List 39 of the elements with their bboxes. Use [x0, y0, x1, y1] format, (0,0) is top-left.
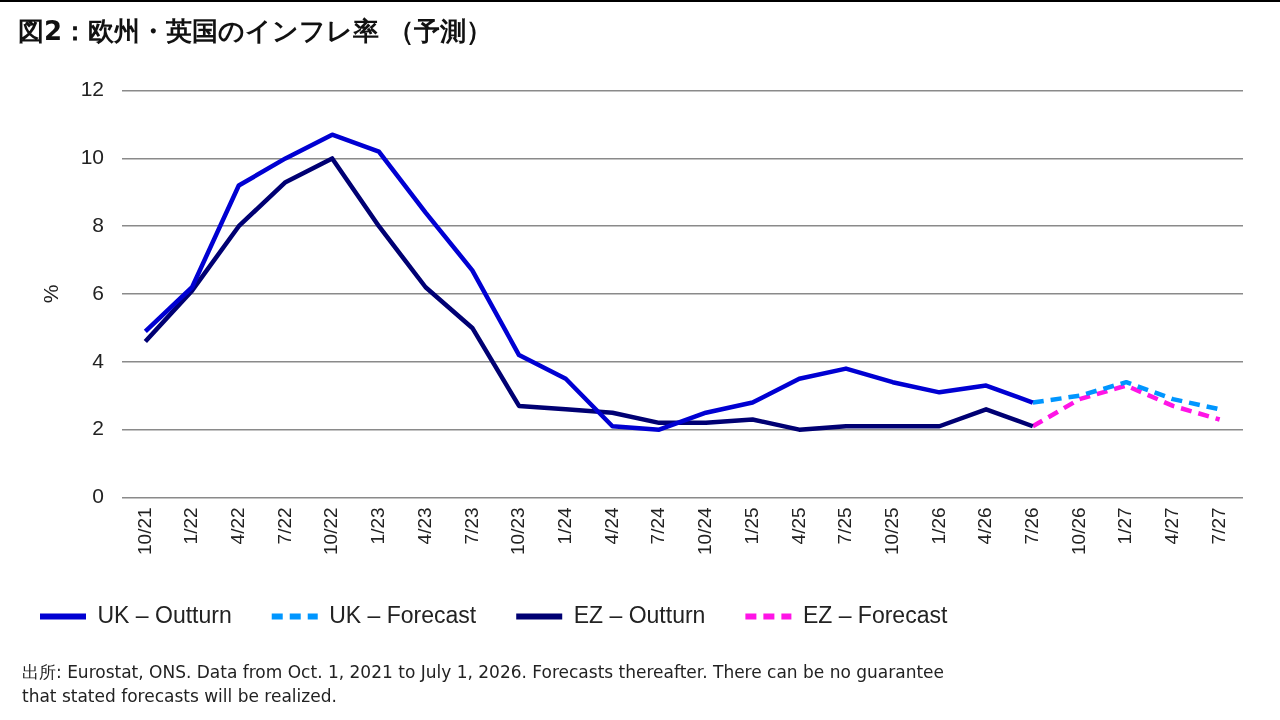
x-tick-label: 7/24	[647, 507, 669, 545]
x-tick-label: 10/26	[1067, 507, 1089, 555]
y-tick-label: 2	[92, 416, 104, 440]
legend-label: EZ – Outturn	[573, 601, 706, 628]
legend-label: UK – Forecast	[329, 601, 477, 628]
x-tick-label: 7/27	[1207, 507, 1229, 545]
x-tick-label: 7/23	[460, 507, 482, 545]
y-tick-label: 0	[92, 484, 104, 508]
x-tick-label: 1/22	[180, 507, 202, 545]
legend-label: EZ – Forecast	[802, 601, 948, 628]
x-tick-label: 1/23	[367, 507, 389, 545]
x-tick-label: 4/27	[1161, 507, 1183, 545]
line-series	[1030, 383, 1222, 429]
y-tick-label: 4	[92, 348, 105, 372]
x-tick-label: 1/24	[553, 507, 575, 545]
x-tick-label: 10/24	[694, 507, 716, 555]
x-tick-label: 7/25	[834, 507, 856, 545]
y-tick-label: 10	[80, 145, 104, 169]
x-tick-label: 10/22	[320, 507, 342, 555]
x-tick-label: 10/23	[507, 507, 529, 555]
x-tick-label: 10/21	[133, 507, 155, 555]
y-tick-label: 8	[92, 213, 104, 237]
chart-title: 図2：欧州・英国のインフレ率 （予測）	[18, 15, 493, 48]
y-axis-title: %	[39, 284, 63, 304]
x-tick-label: 4/22	[227, 507, 249, 545]
x-tick-label: 1/26	[927, 507, 949, 545]
legend-label: UK – Outturn	[97, 601, 232, 628]
x-tick-label: 4/23	[413, 507, 435, 545]
x-tick-label: 4/24	[600, 507, 622, 545]
y-tick-label: 6	[92, 280, 104, 304]
x-tick-label: 7/26	[1021, 507, 1043, 545]
y-tick-label: 12	[80, 77, 104, 101]
x-tick-label: 1/25	[740, 507, 762, 545]
x-tick-label: 1/27	[1114, 507, 1136, 545]
x-tick-label: 4/25	[787, 507, 809, 545]
x-tick-label: 10/25	[880, 507, 902, 555]
x-tick-label: 7/22	[273, 507, 295, 545]
text: 出所: Eurostat, ONS. Data from Oct. 1, 2021 to July 1, 2026. Forecasts thereafter. There can be no guarantee that stated forecasts will be realized.	[22, 661, 946, 708]
x-tick-label: 4/26	[974, 507, 996, 545]
